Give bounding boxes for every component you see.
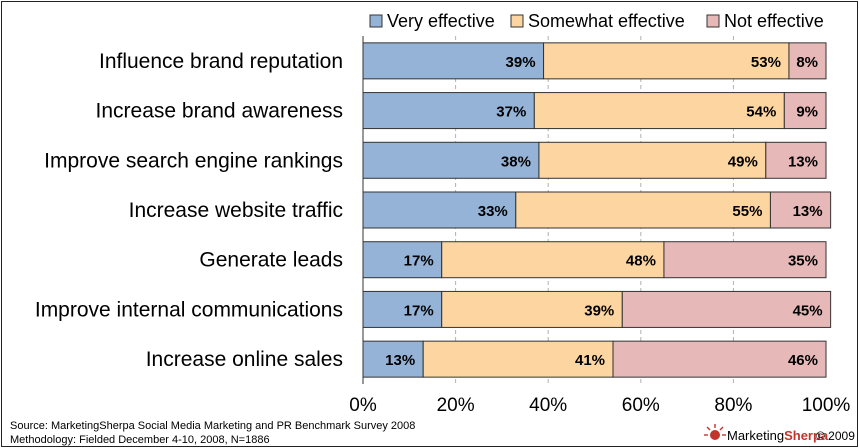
- bar-segment: [788, 42, 827, 80]
- bar-segment: [765, 141, 827, 179]
- data-label: 48%: [626, 253, 656, 270]
- data-label: 39%: [584, 302, 614, 319]
- legend: Very effective Somewhat effective Not effe…: [369, 11, 824, 31]
- legend-swatch: [706, 14, 720, 28]
- bar-segment: [783, 92, 827, 130]
- x-tick-label: 60%: [622, 395, 660, 416]
- legend-label: Somewhat effective: [528, 11, 685, 31]
- x-tick-label: 40%: [529, 395, 567, 416]
- data-label: 17%: [404, 302, 434, 319]
- category-label: Improve search engine rankings: [44, 149, 343, 172]
- data-label: 13%: [385, 352, 415, 369]
- data-label: 37%: [496, 104, 526, 121]
- bar-segment: [543, 42, 790, 80]
- legend-label: Very effective: [387, 11, 495, 31]
- data-label: 17%: [404, 253, 434, 270]
- source-note: Source: MarketingSherpa Social Media Mar…: [10, 420, 415, 432]
- legend-swatch: [369, 14, 383, 28]
- bar-segment: [621, 290, 832, 328]
- data-label: 41%: [575, 352, 605, 369]
- bar-segment: [612, 340, 827, 378]
- data-label: 49%: [728, 153, 758, 170]
- category-label: Influence brand reputation: [99, 50, 343, 73]
- bar-segment: [362, 141, 540, 179]
- methodology-note: Methodology: Fielded December 4-10, 2008…: [10, 434, 270, 446]
- bar-segment: [663, 241, 827, 279]
- bars-layer: 39% 53% 8% 37% 54% 9% 38% 49% 13% 33% 55% 13% 17% 48%…: [362, 42, 832, 378]
- bar-segment: [362, 241, 443, 279]
- legend-label: Not effective: [724, 11, 824, 31]
- data-label: 9%: [796, 104, 818, 121]
- category-label: Generate leads: [199, 249, 343, 272]
- bar-segment: [362, 340, 424, 378]
- sun-logo-icon: [704, 424, 726, 440]
- brand-logo: MarketingSherpa © 2009: [704, 424, 855, 443]
- data-label: 55%: [732, 203, 762, 220]
- bar-segment: [362, 290, 443, 328]
- category-labels: Influence brand reputation Increase brand…: [35, 50, 343, 371]
- bar-segment: [441, 241, 665, 279]
- data-label: 13%: [793, 203, 823, 220]
- data-label: 8%: [796, 54, 818, 71]
- x-tick-label: 20%: [437, 395, 475, 416]
- brand-name: MarketingSherpa: [727, 428, 829, 443]
- data-label: 33%: [478, 203, 508, 220]
- data-label: 35%: [788, 253, 818, 270]
- x-tick-label: 0%: [349, 395, 377, 416]
- data-label: 13%: [788, 153, 818, 170]
- bar-segment: [362, 42, 545, 80]
- bar-segment: [362, 191, 517, 229]
- legend-swatch: [510, 14, 524, 28]
- x-tick-label: 80%: [714, 395, 752, 416]
- data-label: 45%: [793, 302, 823, 319]
- data-label: 46%: [788, 352, 818, 369]
- x-tick-label: 100%: [802, 395, 851, 416]
- data-label: 53%: [751, 54, 781, 71]
- data-label: 39%: [506, 54, 536, 71]
- category-label: Increase brand awareness: [96, 100, 343, 123]
- data-label: 38%: [501, 153, 531, 170]
- bar-segment: [422, 340, 614, 378]
- brand-name-sherpa: Sherpa: [784, 428, 829, 443]
- bar-segment: [441, 290, 623, 328]
- data-label: 54%: [746, 104, 776, 121]
- bar-segment: [538, 141, 767, 179]
- copyright-text: © 2009: [816, 429, 855, 443]
- bar-segment: [769, 191, 832, 229]
- x-axis-tick-labels: 0% 20% 40% 60% 80% 100%: [349, 395, 850, 416]
- category-label: Improve internal communications: [35, 298, 343, 321]
- brand-name-marketing: Marketing: [727, 428, 784, 443]
- category-label: Increase website traffic: [129, 199, 343, 222]
- category-label: Increase online sales: [146, 348, 343, 371]
